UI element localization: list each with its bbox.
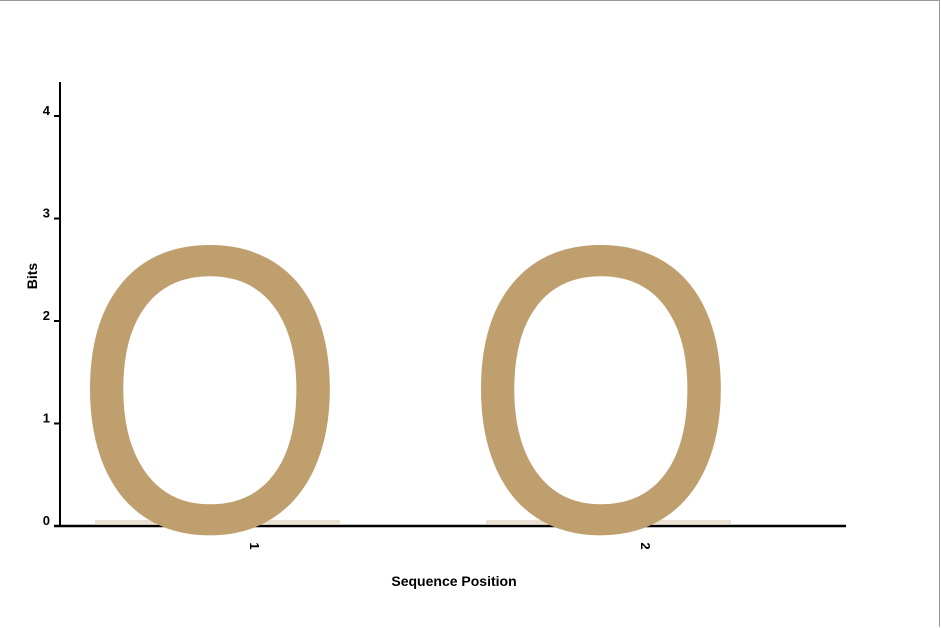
minor-letters-smear <box>486 520 731 525</box>
y-ticks: 0 1 2 3 4 <box>43 103 60 528</box>
x-tick-label: 2 <box>638 542 653 549</box>
y-tick-label: 4 <box>43 103 51 118</box>
y-tick-label: 2 <box>43 308 50 323</box>
x-tick-label: 1 <box>247 542 262 549</box>
logo-letter-o: O <box>73 160 346 619</box>
logo-letter-o: O <box>464 160 737 619</box>
y-tick-label: 3 <box>43 206 50 221</box>
y-tick-label: 1 <box>43 411 50 426</box>
minor-letters-smear <box>95 520 340 525</box>
y-tick-label: 0 <box>43 513 50 528</box>
y-axis-title: Bits <box>24 263 40 290</box>
x-axis-title: Sequence Position <box>391 573 516 589</box>
